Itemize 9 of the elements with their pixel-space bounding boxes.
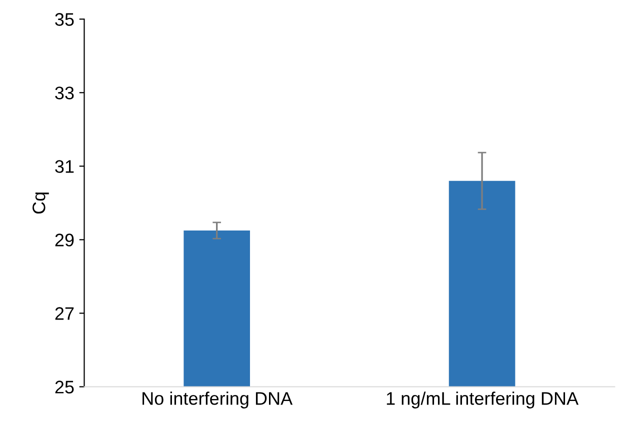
y-tick-label: 29 <box>55 234 74 246</box>
y-tick-label: 31 <box>55 160 74 173</box>
y-tick-label: 27 <box>55 307 74 320</box>
y-tick-label: 35 <box>55 13 74 26</box>
x-tick-label: 1 ng/mL interfering DNA <box>386 392 579 408</box>
y-axis-title: Cq <box>32 192 49 214</box>
x-tick-label: No interfering DNA <box>142 392 293 408</box>
y-tick-label: 33 <box>55 86 74 100</box>
y-tick-label: 25 <box>55 380 74 394</box>
